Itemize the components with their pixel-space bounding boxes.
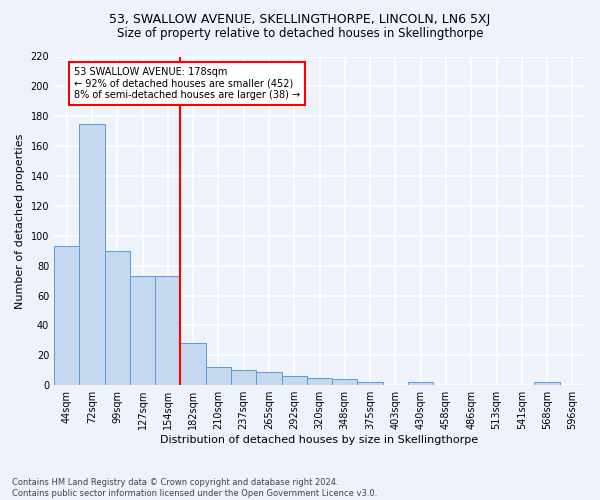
- Bar: [54, 246, 79, 385]
- Text: Size of property relative to detached houses in Skellingthorpe: Size of property relative to detached ho…: [117, 28, 483, 40]
- Bar: [281, 376, 307, 385]
- Bar: [206, 368, 231, 385]
- Y-axis label: Number of detached properties: Number of detached properties: [15, 133, 25, 308]
- Text: 53, SWALLOW AVENUE, SKELLINGTHORPE, LINCOLN, LN6 5XJ: 53, SWALLOW AVENUE, SKELLINGTHORPE, LINC…: [109, 12, 491, 26]
- Bar: [332, 379, 358, 385]
- Bar: [231, 370, 256, 385]
- X-axis label: Distribution of detached houses by size in Skellingthorpe: Distribution of detached houses by size …: [160, 435, 479, 445]
- Bar: [358, 382, 383, 385]
- Bar: [256, 372, 281, 385]
- Bar: [307, 378, 332, 385]
- Bar: [408, 382, 433, 385]
- Text: Contains HM Land Registry data © Crown copyright and database right 2024.
Contai: Contains HM Land Registry data © Crown c…: [12, 478, 377, 498]
- Text: 53 SWALLOW AVENUE: 178sqm
← 92% of detached houses are smaller (452)
8% of semi-: 53 SWALLOW AVENUE: 178sqm ← 92% of detac…: [74, 67, 301, 100]
- Bar: [104, 250, 130, 385]
- Bar: [79, 124, 104, 385]
- Bar: [181, 344, 206, 385]
- Bar: [130, 276, 155, 385]
- Bar: [155, 276, 181, 385]
- Bar: [535, 382, 560, 385]
